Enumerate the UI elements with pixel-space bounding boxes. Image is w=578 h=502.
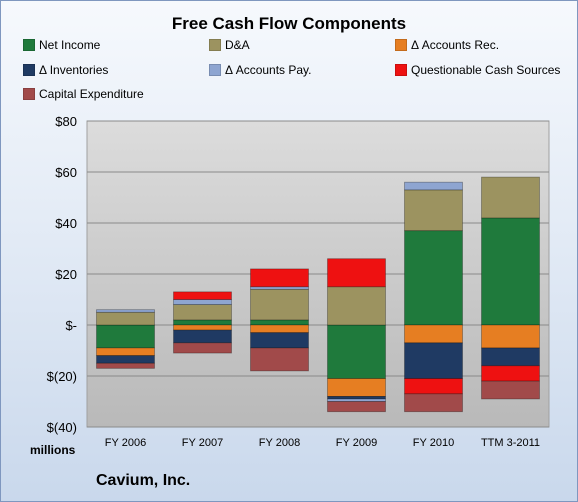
bar-segment bbox=[250, 268, 309, 288]
chart-title: Free Cash Flow Components bbox=[171, 14, 407, 33]
gridlines bbox=[87, 120, 549, 428]
bar-segment bbox=[173, 324, 232, 331]
bar-segment bbox=[173, 329, 232, 344]
y-axis: $80 $60 $40 $20 $- $(20) $(40) bbox=[47, 114, 77, 435]
bar-segment bbox=[250, 332, 309, 349]
bar-segment bbox=[173, 291, 232, 300]
x-axis: FY 2006 FY 2007 FY 2008 FY 2009 FY 2010 TTM 3… bbox=[105, 437, 540, 449]
x-tick-label: FY 2009 bbox=[336, 437, 377, 449]
legend-item-accounts-rec: Δ Accounts Rec. bbox=[395, 38, 499, 52]
legend-swatch bbox=[209, 39, 221, 51]
bar-segment bbox=[327, 258, 386, 288]
bar-segment bbox=[481, 324, 540, 349]
bar-segment bbox=[404, 393, 463, 413]
bar-segment bbox=[327, 401, 386, 413]
bar-stacks bbox=[96, 176, 540, 413]
legend-label: Δ Inventories bbox=[39, 63, 109, 77]
bar-segment bbox=[404, 181, 463, 191]
legend-swatch bbox=[209, 64, 221, 76]
bar-segment bbox=[96, 324, 155, 349]
company-name: Cavium, Inc. bbox=[96, 472, 191, 489]
bar-segment bbox=[481, 380, 540, 400]
legend-swatch bbox=[395, 64, 407, 76]
legend-swatch bbox=[395, 39, 407, 51]
bar-segment bbox=[250, 288, 309, 321]
bar-segment bbox=[96, 347, 155, 357]
bar-segment bbox=[481, 176, 540, 219]
legend-label: Questionable Cash Sources bbox=[411, 63, 561, 77]
bar-segment bbox=[404, 378, 463, 395]
y-tick-label: $(40) bbox=[47, 420, 77, 435]
bar-segment bbox=[481, 365, 540, 382]
legend-label: Δ Accounts Pay. bbox=[225, 63, 312, 77]
legend-item-capex: Capital Expenditure bbox=[23, 87, 144, 101]
legend-label: D&A bbox=[225, 38, 250, 52]
bar-segment bbox=[250, 347, 309, 372]
y-tick-label: $60 bbox=[55, 165, 77, 180]
bar-segment bbox=[404, 342, 463, 379]
bar-segment bbox=[327, 324, 386, 379]
legend-item-accounts-pay: Δ Accounts Pay. bbox=[209, 63, 312, 77]
bar-segment bbox=[173, 299, 232, 305]
y-tick-label: $20 bbox=[55, 267, 77, 282]
bar-segment bbox=[96, 309, 155, 313]
x-tick-label: TTM 3-2011 bbox=[481, 437, 540, 449]
y-tick-label: $- bbox=[65, 318, 77, 333]
bar-segment bbox=[404, 230, 463, 326]
bar-segment bbox=[173, 304, 232, 321]
legend-swatch bbox=[23, 64, 35, 76]
y-tick-label: $(20) bbox=[47, 369, 77, 384]
legend-item-net-income: Net Income bbox=[23, 38, 100, 52]
bar-segment bbox=[173, 342, 232, 354]
x-tick-label: FY 2010 bbox=[413, 437, 454, 449]
legend-item-da: D&A bbox=[209, 38, 250, 52]
legend-swatch bbox=[23, 39, 35, 51]
y-tick-label: $40 bbox=[55, 216, 77, 231]
bar-segment bbox=[327, 378, 386, 397]
bar-segment bbox=[327, 286, 386, 326]
bar-segment bbox=[250, 319, 309, 326]
legend-label: Capital Expenditure bbox=[39, 87, 144, 101]
bar-segment bbox=[327, 395, 386, 400]
bar-segment bbox=[96, 355, 155, 364]
bar-segment bbox=[404, 324, 463, 344]
bar-segment bbox=[250, 324, 309, 334]
legend-item-questionable-cash: Questionable Cash Sources bbox=[395, 63, 560, 77]
legend-item-inventories: Δ Inventories bbox=[23, 63, 108, 77]
x-tick-label: FY 2007 bbox=[182, 437, 223, 449]
y-tick-label: $80 bbox=[55, 114, 77, 129]
legend-label: Δ Accounts Rec. bbox=[411, 38, 500, 52]
bar-segment bbox=[96, 311, 155, 326]
legend-label: Net Income bbox=[39, 38, 101, 52]
bar-segment bbox=[481, 347, 540, 367]
bar-segment bbox=[481, 217, 540, 326]
bar-segment bbox=[173, 319, 232, 326]
x-tick-label: FY 2006 bbox=[105, 437, 146, 449]
bar-segment bbox=[96, 362, 155, 369]
bar-segment bbox=[404, 189, 463, 232]
legend-swatch bbox=[23, 88, 35, 100]
x-tick-label: FY 2008 bbox=[259, 437, 300, 449]
units-label: millions bbox=[30, 443, 76, 457]
